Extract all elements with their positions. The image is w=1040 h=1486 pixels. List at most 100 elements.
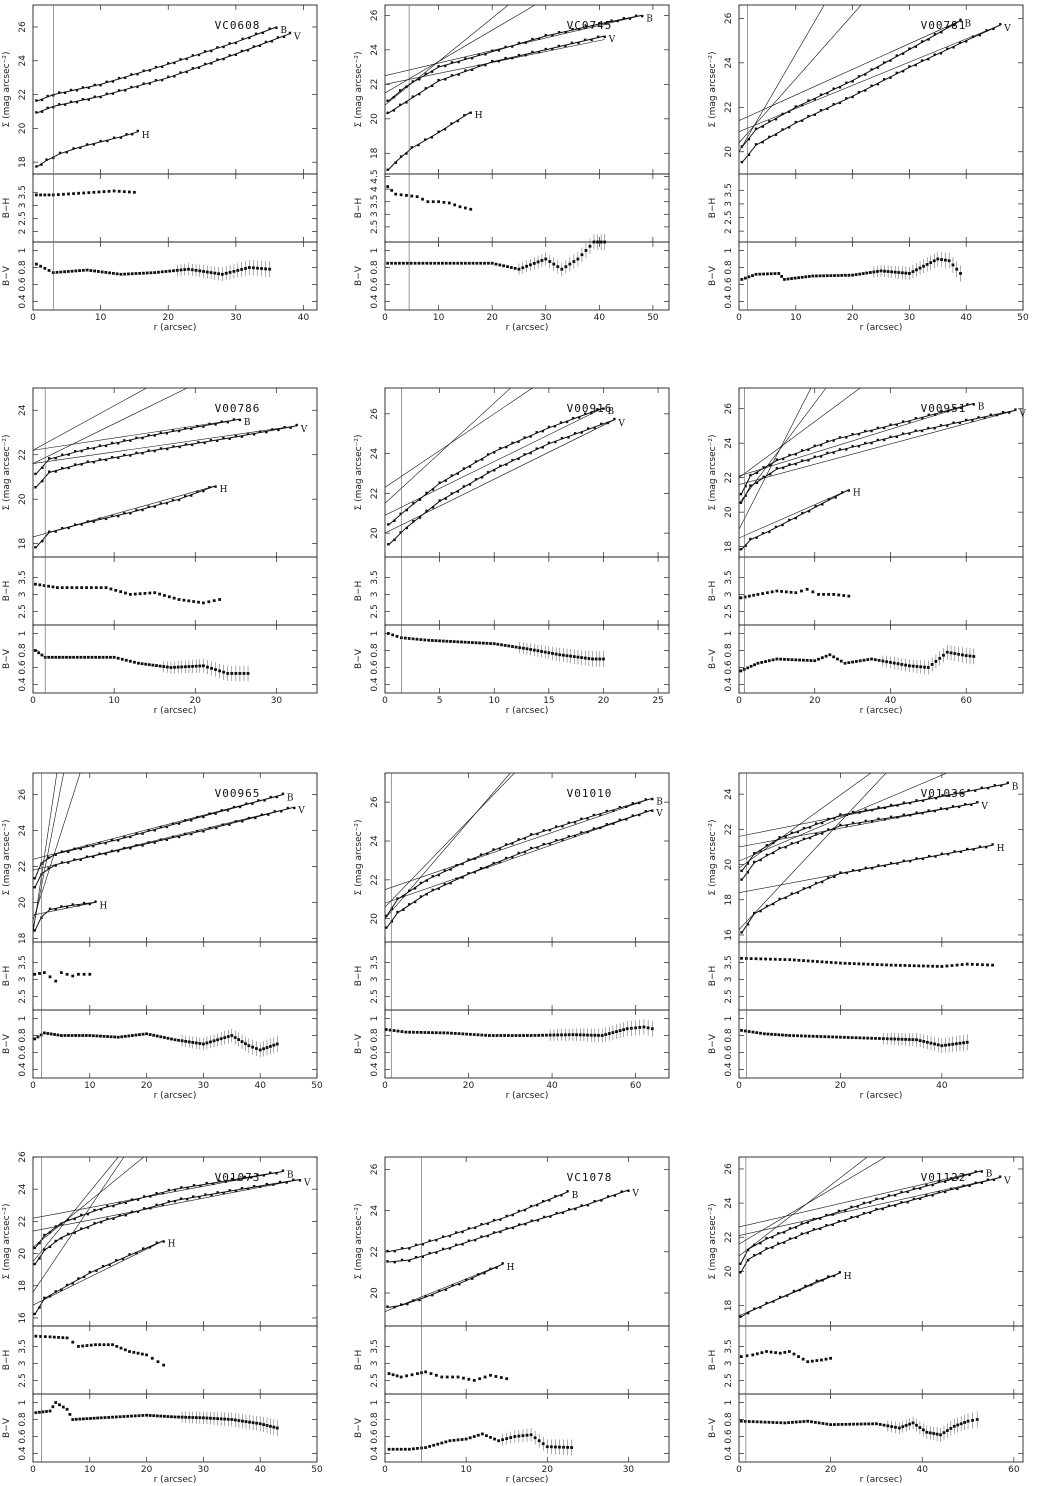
sb-point-B [974,1170,977,1173]
component-fit-line [33,425,297,464]
sb-point-V [592,827,596,830]
bh-point [811,959,815,963]
sb-panel-ylabel: Σ (mag arcsec⁻²) [2,52,12,128]
band-label-H: H [99,901,107,911]
sb-point-V [99,1220,103,1224]
sb-point-B [147,433,150,437]
bv-point [33,1037,37,1041]
bv-point [821,1422,825,1425]
bv-point [517,1434,521,1438]
bv-point [78,1417,82,1421]
sb-point-H [159,502,162,505]
sb-point-V [958,41,962,44]
bh-point [792,958,796,962]
sb-point-B [73,847,76,850]
bv-point [474,641,478,645]
sb-point-V [48,1245,52,1249]
sb-point-V [190,443,194,447]
sb-point-B [813,444,816,448]
bv-point [522,1034,525,1037]
sb-point-V [753,1254,756,1257]
bv-point [915,268,918,272]
sb-point-B [877,806,880,809]
bv-point [918,1426,922,1429]
bh-point [56,193,60,196]
sb-point-V [197,66,201,69]
sb-point-B [759,849,762,853]
sb-point-B [933,33,937,36]
sb-point-H [54,1290,57,1293]
bh-point [207,600,211,604]
sb-point-H [45,158,48,161]
bv-point [510,1034,514,1037]
bh-point [39,1335,42,1338]
sb-point-B [761,125,764,128]
sb-point-H [60,1288,63,1291]
bv-panel-frame [32,1393,318,1463]
sb-point-B [155,1192,158,1195]
sb-point-H [112,136,116,139]
sb-point-H [953,850,956,853]
bv-point [892,661,896,665]
sb-point-B [845,813,848,817]
y-tick-label: 22 [18,861,28,872]
y-tick-label: 22 [370,874,380,885]
bh-point [94,1343,97,1347]
bv-point [187,267,190,271]
sb-point-B [800,1222,804,1225]
sb-point-H [477,1273,480,1276]
sb-point-V [443,883,446,886]
bv-point [390,261,393,265]
bv-point [142,271,145,275]
bv-point [111,271,115,275]
x-tick-label: 40 [298,313,310,323]
sb-point-B [827,817,830,821]
sb-point-B [565,420,569,424]
sb-point-H [972,848,975,851]
bv-point [498,263,502,267]
sb-point-V [876,438,880,442]
sb-point-V [768,135,771,139]
sb-point-B [143,1195,146,1198]
sb-point-B [529,833,533,836]
sb-point-V [110,849,114,853]
bv-point [858,659,862,663]
y-tick-label: 0.4 [724,1062,734,1077]
sb-point-V [480,1235,483,1238]
sb-point-H [463,114,466,117]
bv-point [536,649,540,653]
sb-point-V [573,432,577,435]
bv-point [120,657,124,661]
sb-point-V [561,838,564,842]
bv-point [175,268,179,272]
sb-point-V [141,452,144,455]
bv-point [160,270,164,274]
x-tick-label: 30 [540,313,552,323]
sb-point-B [586,817,589,820]
bh-point [124,591,127,595]
bv-point [790,277,793,280]
bv-point [885,660,889,664]
sb-point-V [593,1199,596,1203]
sb-point-V [570,41,574,45]
profile-fit-V [740,409,1016,504]
sb-point-B [895,423,898,426]
sb-point-B [281,1169,285,1172]
bv-point [187,1040,191,1044]
sb-point-V [147,841,150,844]
sb-point-V [739,1271,742,1274]
sb-point-V [493,469,496,472]
y-tick-label: 22 [18,89,28,100]
sb-point-B [921,416,924,420]
sb-point-B [104,841,107,845]
bv-point [226,1035,230,1038]
sb-point-B [268,27,271,30]
bv-point [933,1042,937,1046]
bh-point [908,964,911,968]
bh-point [494,1375,498,1378]
bv-point [935,1432,939,1436]
sb-point-V [586,1204,590,1207]
sb-point-V [925,1194,928,1197]
bv-point [53,1033,56,1036]
sb-point-H [437,1289,441,1293]
